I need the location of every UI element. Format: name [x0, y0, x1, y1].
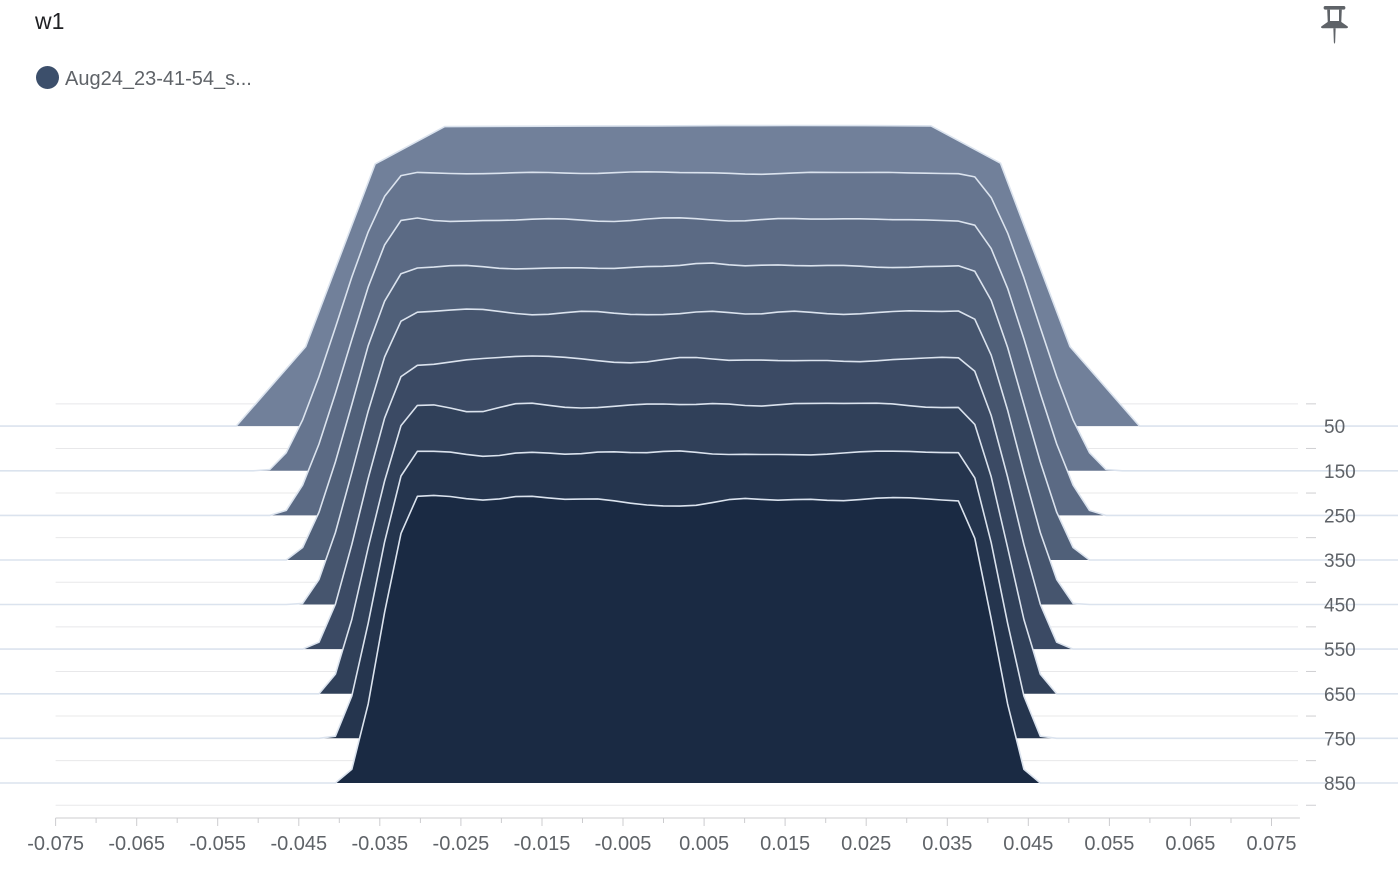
svg-text:0.055: 0.055: [1084, 833, 1134, 855]
svg-text:-0.075: -0.075: [27, 833, 84, 855]
svg-text:0.075: 0.075: [1246, 833, 1296, 855]
svg-text:0.045: 0.045: [1003, 833, 1053, 855]
svg-text:250: 250: [1324, 506, 1356, 527]
svg-text:750: 750: [1324, 729, 1356, 750]
svg-text:350: 350: [1324, 551, 1356, 572]
svg-text:0.005: 0.005: [679, 833, 729, 855]
svg-text:0.035: 0.035: [922, 833, 972, 855]
svg-text:0.065: 0.065: [1165, 833, 1215, 855]
svg-text:-0.035: -0.035: [351, 833, 408, 855]
svg-text:850: 850: [1324, 774, 1356, 795]
svg-text:0.025: 0.025: [841, 833, 891, 855]
svg-text:650: 650: [1324, 685, 1356, 706]
svg-text:550: 550: [1324, 640, 1356, 661]
svg-text:-0.045: -0.045: [270, 833, 327, 855]
svg-text:-0.005: -0.005: [595, 833, 652, 855]
svg-text:-0.055: -0.055: [189, 833, 246, 855]
svg-text:150: 150: [1324, 462, 1356, 483]
svg-text:-0.025: -0.025: [433, 833, 490, 855]
svg-text:-0.015: -0.015: [514, 833, 571, 855]
svg-text:50: 50: [1324, 417, 1345, 438]
svg-text:-0.065: -0.065: [108, 833, 165, 855]
svg-text:0.015: 0.015: [760, 833, 810, 855]
svg-text:450: 450: [1324, 596, 1356, 617]
